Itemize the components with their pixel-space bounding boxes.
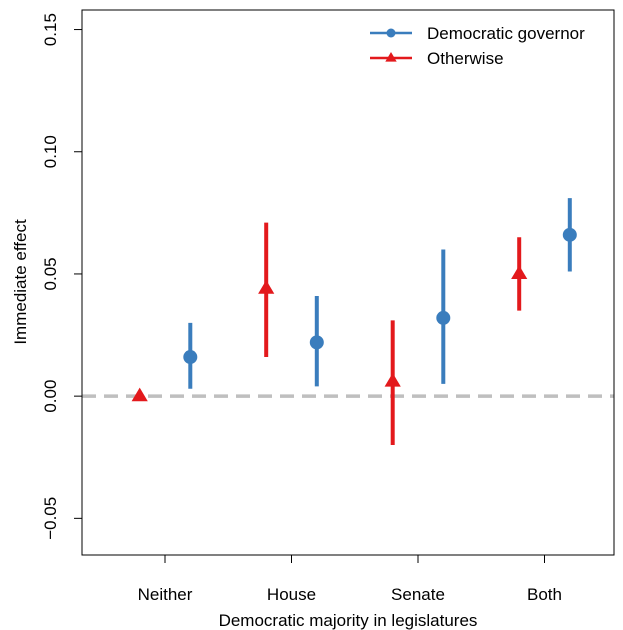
legend-marker-otherwise: [385, 52, 397, 62]
plot-frame: [81, 9, 615, 556]
legend-marker-democratic-governor: [386, 28, 396, 38]
point-democratic-governor-senate: [436, 310, 451, 325]
x-tick-label-house: House: [267, 585, 316, 604]
x-tick-label-neither: Neither: [138, 585, 193, 604]
y-tick-label-4: 0.15: [41, 13, 60, 46]
y-tick-label-0: −0.05: [41, 497, 60, 540]
point-otherwise-both: [511, 265, 528, 279]
y-tick-label-3: 0.10: [41, 135, 60, 168]
legend-label-otherwise: Otherwise: [427, 49, 504, 68]
legend-label-democratic-governor: Democratic governor: [427, 24, 585, 43]
x-tick-label-senate: Senate: [391, 585, 445, 604]
y-tick-label-2: 0.05: [41, 257, 60, 290]
x-axis-label: Democratic majority in legislatures: [219, 611, 478, 630]
y-tick-label-1: 0.00: [41, 380, 60, 413]
point-otherwise-house: [258, 280, 275, 294]
point-otherwise-senate: [384, 373, 401, 387]
point-otherwise-neither: [131, 387, 148, 402]
y-axis-label: Immediate effect: [11, 219, 30, 345]
point-democratic-governor-neither: [183, 350, 198, 365]
point-democratic-governor-house: [309, 335, 324, 350]
point-democratic-governor-both: [562, 227, 577, 242]
x-tick-label-both: Both: [527, 585, 562, 604]
